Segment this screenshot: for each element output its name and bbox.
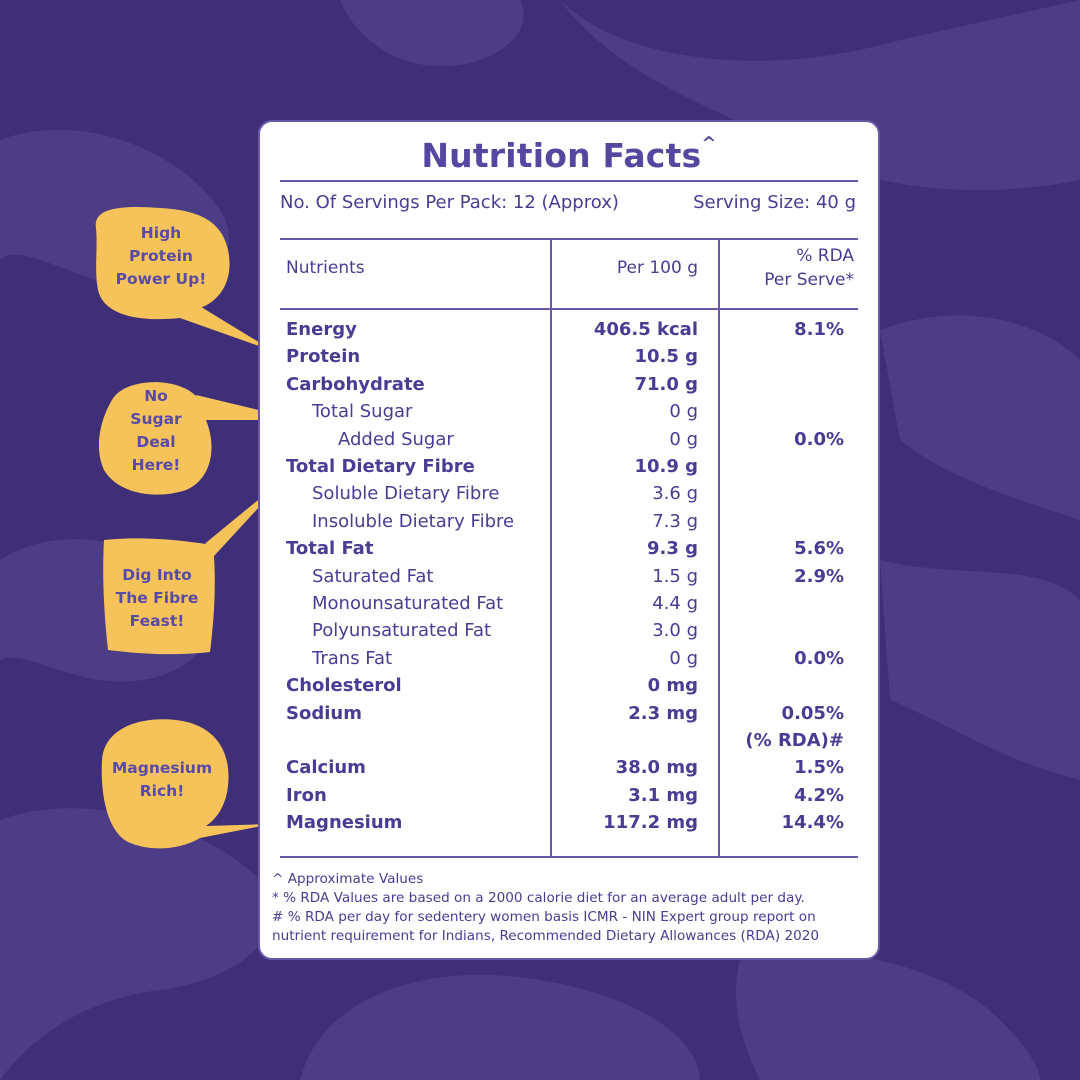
callout-text-4: Magnesium Rich!: [111, 759, 213, 800]
nutrient-per100: 117.2 mg: [603, 812, 698, 834]
nutrient-name: Monounsaturated Fat: [312, 593, 504, 614]
nutrient-per100: 0 g: [669, 401, 698, 423]
nutrient-per100: 406.5 kcal: [593, 319, 698, 340]
nutrient-per100: 10.9 g: [634, 456, 698, 477]
nutrient-per100: 3.1 mg: [628, 784, 698, 806]
nutrient-row: Saturated Fat 1.5 g 2.9%: [260, 563, 878, 590]
column-divider-2: [718, 238, 720, 856]
nutrient-row: Magnesium 117.2 mg 14.4%: [260, 809, 878, 836]
nutrient-per100: 7.3 g: [652, 510, 698, 532]
nutrient-name: Soluble Dietary Fibre: [312, 483, 500, 505]
nutrient-row: Protein 10.5 g: [260, 343, 878, 370]
nutrient-per100: 2.3 mg: [628, 702, 698, 724]
nutrient-rda: 2.9%: [794, 565, 844, 587]
column-divider-1: [550, 238, 552, 856]
nutrient-row: Calcium 38.0 mg 1.5%: [260, 754, 878, 781]
col-nutrients-header: Nutrients: [286, 258, 365, 278]
callout-bubble-2: [98, 382, 299, 495]
serving-size: Serving Size: 40 g: [693, 192, 856, 213]
nutrient-name: Trans Fat: [312, 647, 393, 669]
nutrient-row: Total Fat 9.3 g 5.6%: [260, 535, 878, 562]
callout-text-3: Dig Into The Fibre Feast!: [115, 566, 199, 630]
nutrient-row: Insoluble Dietary Fibre 7.3 g: [260, 508, 878, 535]
nutrient-row: Sodium 2.3 mg 0.05%: [260, 700, 878, 727]
callout-bubble-1: [95, 207, 276, 352]
callout-bubble-4: [101, 719, 273, 849]
nutrient-name: Insoluble Dietary Fibre: [312, 510, 515, 532]
nutrient-per100: 0 g: [669, 647, 698, 669]
nutrient-name: Protein: [286, 346, 361, 368]
nutrient-row: Cholesterol 0 mg: [260, 672, 878, 699]
nutrient-row: Added Sugar 0 g 0.0%: [260, 426, 878, 453]
nutrient-name: Total Sugar: [312, 401, 413, 423]
nutrition-label-card: Nutrition Facts^ No. Of Servings Per Pac…: [258, 120, 880, 960]
nutrient-row: Iron 3.1 mg 4.2%: [260, 782, 878, 809]
nutrient-name: Cholesterol: [286, 675, 402, 697]
label-title: Nutrition Facts^: [421, 133, 717, 175]
header-bottom-divider: [280, 308, 858, 310]
nutrient-row: Carbohydrate 71.0 g: [260, 371, 878, 398]
nutrient-row: Energy 406.5 kcal 8.1%: [260, 316, 878, 343]
callout-text-1: High Protein Power Up!: [115, 224, 207, 288]
nutrient-rda: 8.1%: [794, 319, 844, 340]
nutrient-per100: 71.0 g: [634, 373, 698, 395]
nutrient-per100: 1.5 g: [652, 565, 698, 587]
nutrient-per100: 38.0 mg: [615, 757, 698, 779]
nutrient-name: Sodium: [286, 702, 362, 724]
nutrient-name: Iron: [286, 784, 327, 806]
nutrient-rda: 14.4%: [781, 812, 844, 834]
nutrient-name: Saturated Fat: [312, 565, 434, 587]
nutrient-per100: 3.0 g: [652, 620, 698, 642]
table-bottom-divider: [280, 856, 858, 858]
nutrient-rda: (% RDA)#: [745, 730, 844, 751]
nutrient-row: Soluble Dietary Fibre 3.6 g: [260, 480, 878, 507]
nutrient-rda: 1.5%: [794, 757, 844, 779]
nutrient-name: Carbohydrate: [286, 373, 425, 395]
nutrient-name: Magnesium: [286, 812, 403, 834]
nutrient-rda: 4.2%: [794, 784, 844, 806]
nutrient-name: Added Sugar: [338, 428, 454, 450]
servings-per-pack: No. Of Servings Per Pack: 12 (Approx): [280, 192, 619, 213]
nutrient-row: (% RDA)#: [260, 727, 878, 754]
nutrient-per100: 3.6 g: [652, 483, 698, 505]
nutrient-name: Total Dietary Fibre: [286, 456, 475, 477]
nutrient-per100: 0 mg: [647, 675, 698, 697]
nutrient-row: Polyunsaturated Fat 3.0 g: [260, 617, 878, 644]
nutrient-per100: 10.5 g: [634, 346, 698, 368]
nutrient-per100: 4.4 g: [652, 593, 698, 614]
nutrient-name: Polyunsaturated Fat: [312, 620, 492, 642]
col-rda-header: % RDA Per Serve*: [764, 246, 854, 290]
nutrient-row: Total Sugar 0 g: [260, 398, 878, 425]
nutrient-per100: 9.3 g: [646, 538, 698, 560]
nutrient-rda: 0.05%: [781, 702, 844, 724]
nutrient-row: Monounsaturated Fat 4.4 g: [260, 590, 878, 617]
nutrient-row: Total Dietary Fibre 10.9 g: [260, 453, 878, 480]
nutrient-name: Energy: [286, 319, 357, 340]
callout-text-2: No Sugar Deal Here!: [130, 387, 182, 474]
nutrient-row: Trans Fat 0 g 0.0%: [260, 645, 878, 672]
nutrient-per100: 0 g: [669, 428, 698, 450]
nutrient-rda: 0.0%: [794, 428, 844, 450]
nutrient-name: Total Fat: [286, 538, 374, 560]
header-top-divider: [280, 238, 858, 240]
title-mark: ^: [701, 133, 717, 154]
nutrient-rda: 5.6%: [794, 538, 844, 560]
callout-bubble-3: [103, 480, 284, 655]
col-per100-header: Per 100 g: [616, 258, 698, 278]
nutrient-name: Calcium: [286, 757, 366, 779]
nutrient-rda: 0.0%: [794, 647, 844, 669]
title-divider: [280, 180, 858, 182]
footnotes: ^ Approximate Values * % RDA Values are …: [272, 871, 820, 944]
